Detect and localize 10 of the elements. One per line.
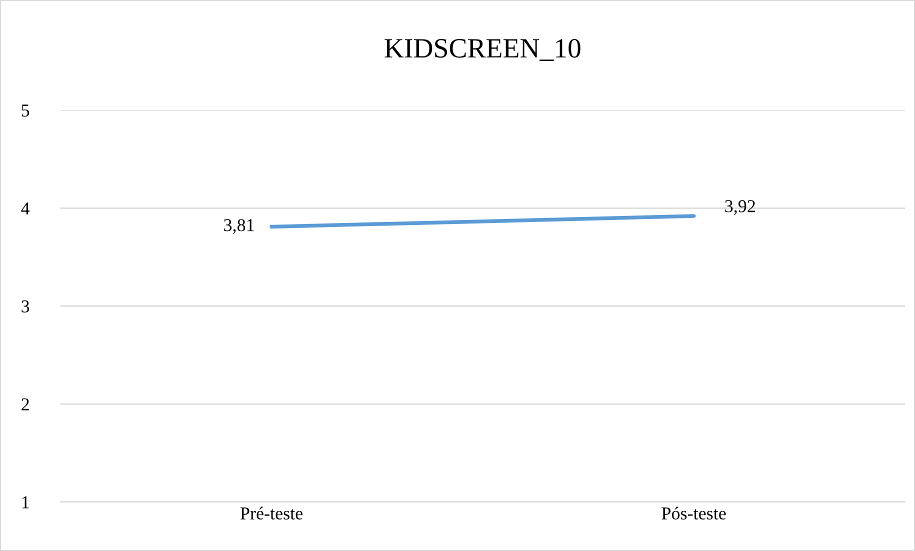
data-label: 3,81 bbox=[224, 219, 254, 234]
x-tick-label: Pré-teste bbox=[240, 506, 302, 520]
y-tick-label: 3 bbox=[22, 300, 30, 313]
chart-title: KIDSCREEN_10 bbox=[384, 38, 580, 62]
y-tick-label: 2 bbox=[22, 398, 29, 410]
y-tick-label: 1 bbox=[22, 496, 29, 508]
data-label: 3,92 bbox=[725, 200, 755, 215]
y-tick-label: 5 bbox=[22, 104, 30, 117]
y-tick-label: 4 bbox=[21, 202, 30, 214]
x-tick-label: Pós-teste bbox=[662, 506, 726, 520]
